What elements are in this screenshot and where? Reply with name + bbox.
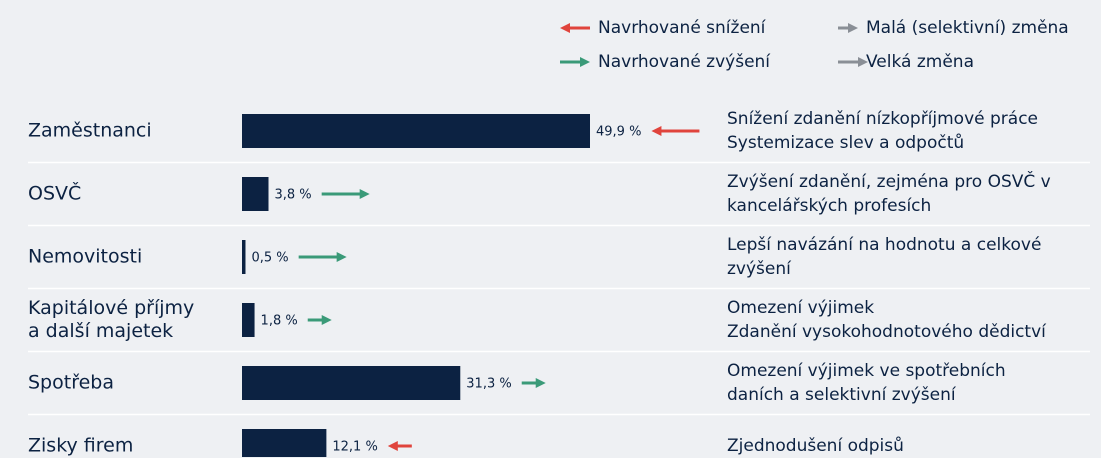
description: Snížení zdanění nízkopříjmové práce Syst… [727,109,1039,153]
description: Omezení výjimek ve spotřebních daních a … [727,361,1006,405]
bar [242,114,590,148]
bar [242,366,461,400]
value-label: 0,5 % [251,251,288,266]
category-label: Kapitálové příjmy a další majetek [28,297,195,342]
legend-label: Malá (selektivní) změna [866,18,1069,38]
change-arrow [651,126,700,136]
category-label: OSVČ [28,182,82,205]
value-label: 3,8 % [275,188,312,203]
value-label: 1,8 % [261,314,298,329]
change-arrow [307,315,332,325]
change-arrow [521,378,546,388]
change-arrow [298,252,347,262]
change-arrow [321,189,370,199]
legend-arrow [560,57,590,67]
description: Zvýšení zdanění, zejména pro OSVČ v kanc… [727,172,1051,216]
legend-arrow [838,23,858,33]
legend-arrow [560,23,590,33]
value-label: 12,1 % [332,440,377,455]
category-label: Spotřeba [28,371,114,394]
category-label: Zaměstnanci [28,119,152,142]
change-arrow [387,441,412,451]
bar [242,303,255,337]
description: Omezení výjimek Zdanění vysokohodnotovéh… [727,298,1046,342]
legend-label: Navrhované snížení [598,18,766,38]
category-label: Nemovitosti [28,245,143,268]
bar [242,177,269,211]
bar [242,429,327,457]
bar [242,240,246,274]
description: Lepší navázání na hodnotu a celkové zvýš… [727,235,1042,279]
legend-arrow [838,57,868,67]
legend-label: Velká změna [866,52,974,72]
category-label: Zisky firem [28,434,134,457]
description: Zjednodušení odpisů [727,436,904,456]
value-label: 49,9 % [596,125,641,140]
legend-label: Navrhované zvýšení [598,52,771,72]
value-label: 31,3 % [466,377,511,392]
